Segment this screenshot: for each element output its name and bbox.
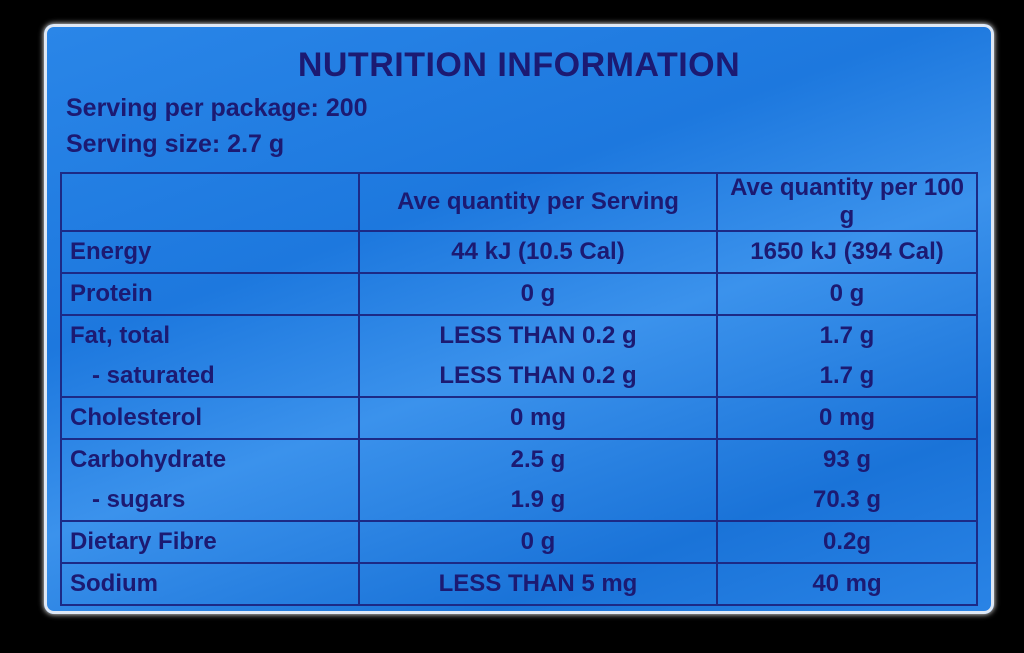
table-row: Carbohydrate 2.5 g 93 g	[60, 438, 978, 480]
header-blank	[60, 172, 360, 231]
nutrient-name: - saturated	[60, 356, 360, 397]
serving-per-package: Serving per package: 200	[66, 94, 368, 122]
nutrient-value: 0.2g	[716, 520, 978, 563]
table-row: Fat, total LESS THAN 0.2 g 1.7 g	[60, 314, 978, 356]
nutrient-value: 0 g	[358, 520, 718, 563]
nutrient-value: 40 mg	[716, 562, 978, 606]
nutrient-value: 1.9 g	[358, 480, 718, 521]
nutrient-value: 0 mg	[716, 396, 978, 439]
table-row: Dietary Fibre 0 g 0.2g	[60, 520, 978, 563]
nutrient-name: Sodium	[60, 562, 360, 606]
table-row: Cholesterol 0 mg 0 mg	[60, 396, 978, 439]
header-cell: Ave quantity per 100 g	[716, 172, 978, 231]
table-row: Energy 44 kJ (10.5 Cal) 1650 kJ (394 Cal)	[60, 230, 978, 273]
nutrient-value: LESS THAN 5 mg	[358, 562, 718, 606]
nutrient-name: Protein	[60, 272, 360, 315]
nutrient-value: 0 mg	[358, 396, 718, 439]
nutrient-name: Fat, total	[60, 314, 360, 356]
nutrient-value: 70.3 g	[716, 480, 978, 521]
nutrient-value: LESS THAN 0.2 g	[358, 314, 718, 356]
table-row: Sodium LESS THAN 5 mg 40 mg	[60, 562, 978, 606]
nutrition-table: Ave quantity per Serving Ave quantity pe…	[60, 172, 978, 606]
nutrient-value: 1650 kJ (394 Cal)	[716, 230, 978, 273]
table-row: - sugars 1.9 g 70.3 g	[60, 480, 978, 521]
nutrient-value: 1.7 g	[716, 356, 978, 397]
serving-size: Serving size: 2.7 g	[66, 130, 285, 158]
nutrient-name: Energy	[60, 230, 360, 273]
header-row: Ave quantity per Serving Ave quantity pe…	[60, 172, 978, 231]
nutrient-name: Dietary Fibre	[60, 520, 360, 563]
nutrient-name: Carbohydrate	[60, 438, 360, 480]
header-cell: Ave quantity per Serving	[358, 172, 718, 231]
nutrient-value: 2.5 g	[358, 438, 718, 480]
nutrient-name: - sugars	[60, 480, 360, 521]
nutrient-value: 0 g	[358, 272, 718, 315]
nutrition-label: NUTRITION INFORMATION Serving per packag…	[44, 24, 994, 614]
nutrient-value: 93 g	[716, 438, 978, 480]
title: NUTRITION INFORMATION	[297, 46, 741, 84]
nutrient-value: LESS THAN 0.2 g	[358, 356, 718, 397]
nutrient-value: 0 g	[716, 272, 978, 315]
nutrient-name: Cholesterol	[60, 396, 360, 439]
nutrient-value: 44 kJ (10.5 Cal)	[358, 230, 718, 273]
nutrient-value: 1.7 g	[716, 314, 978, 356]
table-row: - saturated LESS THAN 0.2 g 1.7 g	[60, 356, 978, 397]
